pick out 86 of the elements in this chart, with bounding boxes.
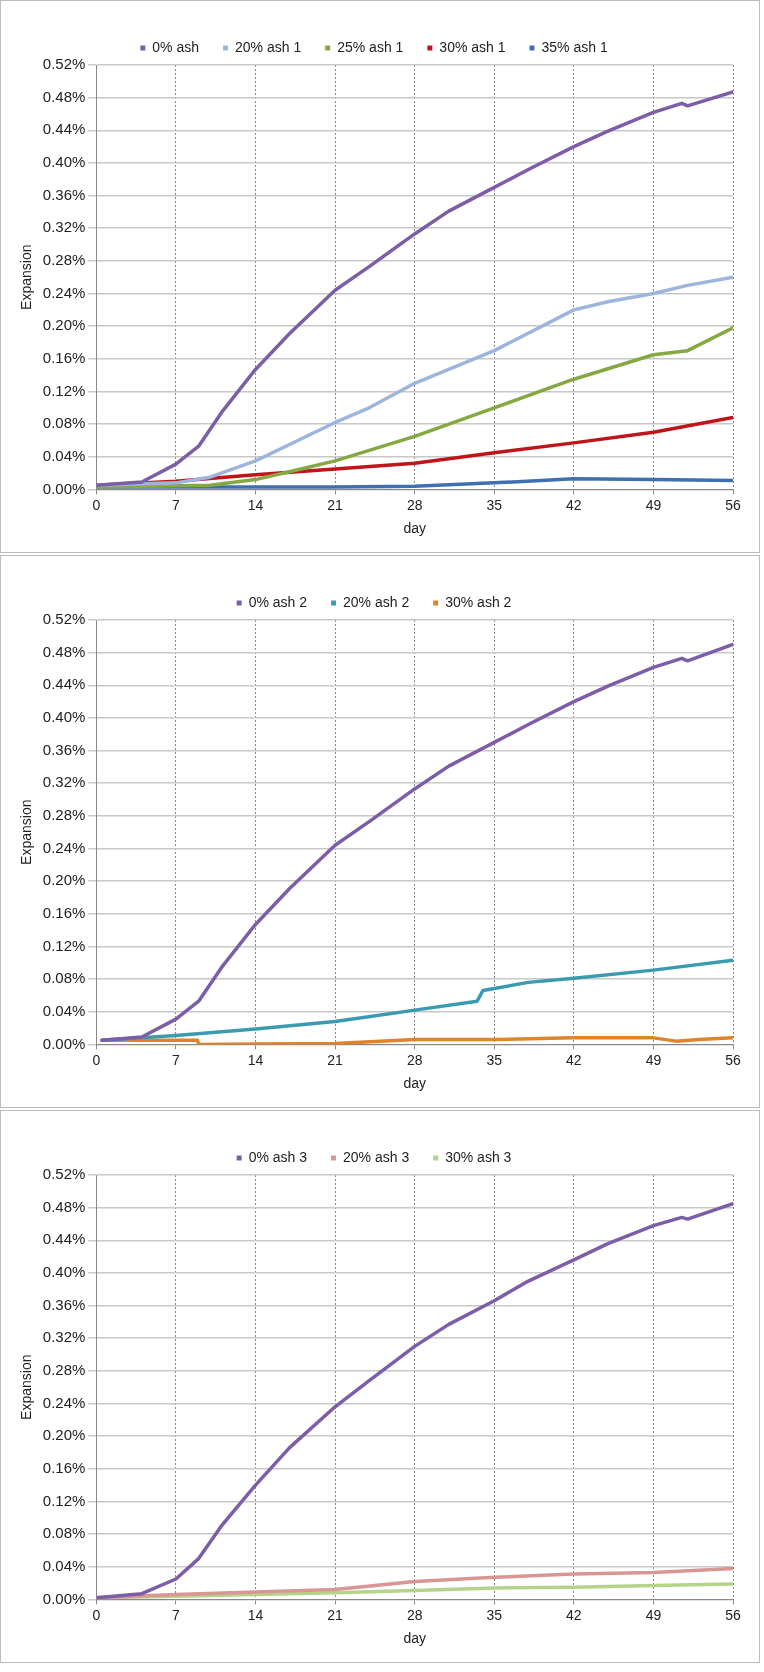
y-tick-label: 0.48% <box>42 87 86 105</box>
y-tick-label: 0.52% <box>42 610 86 628</box>
y-tick-label: 0.00% <box>42 479 86 497</box>
y-tick-label: 0.44% <box>42 120 86 138</box>
y-tick-label: 0.24% <box>42 283 86 301</box>
y-tick-label: 0.12% <box>42 936 86 954</box>
x-tick-label: 42 <box>566 1606 582 1623</box>
y-tick-label: 0.20% <box>42 316 86 334</box>
x-tick-label: 0 <box>92 1051 101 1068</box>
y-tick-label: 0.04% <box>42 1556 86 1574</box>
y-tick-label: 0.28% <box>42 806 86 824</box>
y-tick-label: 0.20% <box>42 1426 86 1444</box>
legend-label: 0% ash <box>152 38 200 55</box>
y-tick-label: 0.36% <box>42 740 86 758</box>
x-tick-label: 7 <box>172 1606 181 1623</box>
y-tick-label: 0.32% <box>42 773 86 791</box>
y-tick-label: 0.28% <box>42 1361 86 1379</box>
y-tick-label: 0.08% <box>42 414 86 432</box>
legend-label: 35% ash 1 <box>541 38 608 55</box>
legend-label: 25% ash 1 <box>337 38 404 55</box>
y-axis-title: Expansion <box>18 244 35 310</box>
y-tick-label: 0.24% <box>42 1393 86 1411</box>
y-tick-label: 0.32% <box>42 1328 86 1346</box>
y-tick-label: 0.00% <box>42 1589 86 1607</box>
x-tick-label: 21 <box>327 1051 344 1068</box>
x-tick-label: 35 <box>486 1606 503 1623</box>
x-tick-label: 28 <box>406 1051 423 1068</box>
x-axis-title: day <box>403 520 426 537</box>
y-tick-label: 0.40% <box>42 708 86 726</box>
x-tick-label: 35 <box>486 1051 503 1068</box>
y-tick-label: 0.52% <box>42 55 86 73</box>
y-axis-title: Expansion <box>18 1354 35 1420</box>
x-tick-label: 14 <box>247 496 264 513</box>
y-tick-label: 0.36% <box>42 185 86 203</box>
legend-label: 0% ash 3 <box>248 1148 308 1165</box>
y-tick-label: 0.12% <box>42 381 86 399</box>
y-tick-label: 0.48% <box>42 642 86 660</box>
y-tick-label: 0.16% <box>42 348 86 366</box>
x-tick-label: 14 <box>247 1606 264 1623</box>
legend-label: 30% ash 2 <box>445 593 512 610</box>
legend-label: 20% ash 3 <box>343 1148 410 1165</box>
x-axis-title: day <box>403 1630 426 1647</box>
y-tick-label: 0.52% <box>42 1165 86 1183</box>
y-tick-label: 0.36% <box>42 1295 86 1313</box>
x-tick-label: 28 <box>406 496 423 513</box>
x-tick-label: 14 <box>247 1051 264 1068</box>
y-tick-label: 0.16% <box>42 1458 86 1476</box>
y-tick-label: 0.08% <box>42 1524 86 1542</box>
y-tick-label: 0.00% <box>42 1034 86 1052</box>
y-tick-label: 0.20% <box>42 871 86 889</box>
y-tick-label: 0.32% <box>42 218 86 236</box>
y-tick-label: 0.44% <box>42 1230 86 1248</box>
legend-label: 30% ash 1 <box>439 38 506 55</box>
y-tick-label: 0.08% <box>42 969 86 987</box>
x-tick-label: 35 <box>486 496 503 513</box>
y-tick-label: 0.04% <box>42 446 86 464</box>
y-tick-label: 0.40% <box>42 1263 86 1281</box>
legend-label: 30% ash 3 <box>445 1148 512 1165</box>
y-tick-label: 0.28% <box>42 251 86 269</box>
y-axis-title: Expansion <box>18 799 35 865</box>
x-tick-label: 0 <box>92 1606 101 1623</box>
x-tick-label: 56 <box>725 496 741 513</box>
x-tick-label: 21 <box>327 1606 344 1623</box>
y-tick-label: 0.24% <box>42 838 86 856</box>
x-tick-label: 56 <box>725 1051 741 1068</box>
y-tick-label: 0.44% <box>42 675 86 693</box>
x-axis-title: day <box>403 1075 426 1092</box>
legend-label: 0% ash 2 <box>248 593 308 610</box>
legend-label: 20% ash 2 <box>343 593 410 610</box>
legend-label: 20% ash 1 <box>235 38 302 55</box>
y-tick-label: 0.04% <box>42 1001 86 1019</box>
x-tick-label: 0 <box>92 496 101 513</box>
y-tick-label: 0.40% <box>42 153 86 171</box>
x-tick-label: 56 <box>725 1606 741 1623</box>
y-tick-label: 0.16% <box>42 903 86 921</box>
x-tick-label: 7 <box>172 496 181 513</box>
y-tick-label: 0.12% <box>42 1491 86 1509</box>
x-tick-label: 7 <box>172 1051 181 1068</box>
x-tick-label: 28 <box>406 1606 423 1623</box>
x-tick-label: 49 <box>645 1051 662 1068</box>
y-tick-label: 0.48% <box>42 1197 86 1215</box>
x-tick-label: 21 <box>327 496 344 513</box>
x-tick-label: 42 <box>566 496 582 513</box>
x-tick-label: 42 <box>566 1051 582 1068</box>
x-tick-label: 49 <box>645 496 662 513</box>
x-tick-label: 49 <box>645 1606 662 1623</box>
